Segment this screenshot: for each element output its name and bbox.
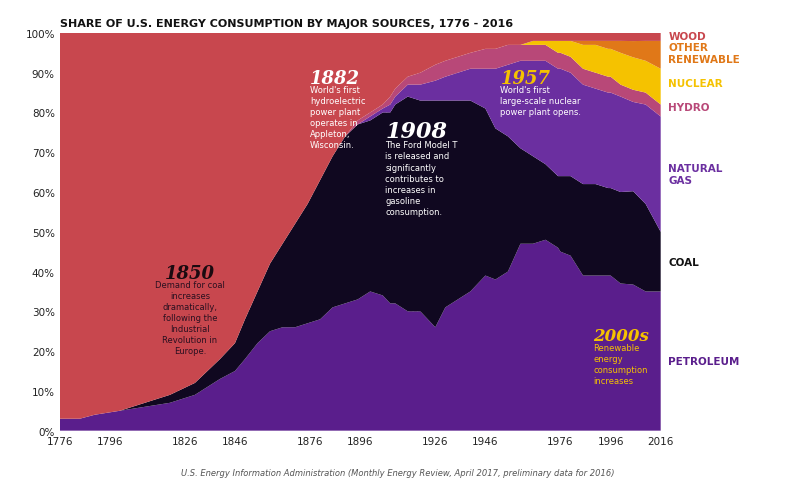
Text: SHARE OF U.S. ENERGY CONSUMPTION BY MAJOR SOURCES, 1776 - 2016: SHARE OF U.S. ENERGY CONSUMPTION BY MAJO… (60, 19, 513, 30)
Text: PETROLEUM: PETROLEUM (668, 356, 739, 366)
Text: COAL: COAL (668, 257, 699, 267)
Text: U.S. Energy Information Administration (Monthly Energy Review, April 2017, preli: U.S. Energy Information Administration (… (181, 468, 615, 477)
Text: NUCLEAR: NUCLEAR (668, 78, 723, 89)
Text: NATURAL
GAS: NATURAL GAS (668, 164, 723, 185)
Text: World's first
large-scale nuclear
power plant opens.: World's first large-scale nuclear power … (501, 86, 581, 117)
Text: OTHER
RENEWABLE: OTHER RENEWABLE (668, 43, 740, 64)
Text: 1882: 1882 (310, 70, 360, 88)
Text: 1957: 1957 (501, 70, 550, 88)
Text: Renewable
energy
consumption
increases: Renewable energy consumption increases (593, 344, 648, 386)
Text: WOOD: WOOD (668, 32, 706, 42)
Text: Demand for coal
increases
dramatically,
following the
Industrial
Revolution in
E: Demand for coal increases dramatically, … (155, 280, 224, 355)
Text: World's first
hydroelectric
power plant
operates in
Appleton,
Wisconsin.: World's first hydroelectric power plant … (310, 86, 365, 150)
Text: 1908: 1908 (385, 121, 447, 143)
Text: 2000s: 2000s (593, 328, 649, 345)
Text: The Ford Model T
is released and
significantly
contributes to
increases in
gasol: The Ford Model T is released and signifi… (385, 141, 458, 216)
Text: HYDRO: HYDRO (668, 102, 710, 112)
Text: 1850: 1850 (165, 264, 215, 282)
